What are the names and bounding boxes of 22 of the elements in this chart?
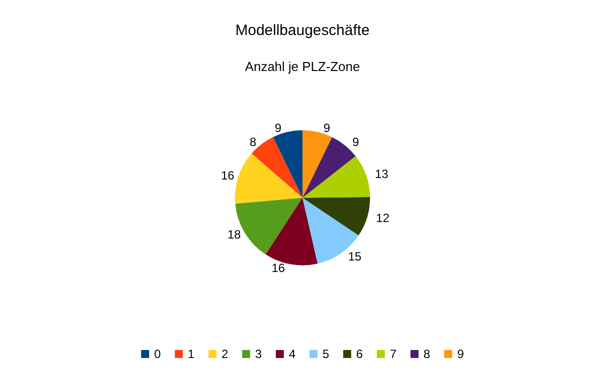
legend-label: 4	[288, 347, 296, 361]
data-label: 9	[324, 121, 331, 136]
data-label: 13	[374, 166, 389, 181]
data-label: 9	[274, 121, 282, 136]
legend-label: 2	[221, 347, 228, 361]
legend-label: 0	[154, 347, 162, 361]
data-label: 18	[227, 228, 242, 242]
data-label: 16	[272, 261, 286, 276]
data-label: 16	[220, 168, 235, 183]
legend-label: 9	[457, 347, 464, 361]
data-label: 8	[250, 135, 257, 150]
legend-label: 6	[356, 347, 364, 361]
legend-label: 7	[390, 347, 397, 361]
data-label: 15	[348, 250, 362, 264]
data-label: 12	[376, 211, 390, 226]
legend-label: 5	[322, 347, 330, 361]
legend-label: 1	[188, 347, 195, 361]
chart-title: Modellbaugeschäfte	[235, 22, 370, 39]
data-label: 9	[352, 135, 360, 150]
chart-subtitle: Anzahl je PLZ-Zone	[245, 59, 360, 74]
legend-label: 8	[424, 347, 431, 361]
legend-label: 3	[255, 347, 262, 361]
